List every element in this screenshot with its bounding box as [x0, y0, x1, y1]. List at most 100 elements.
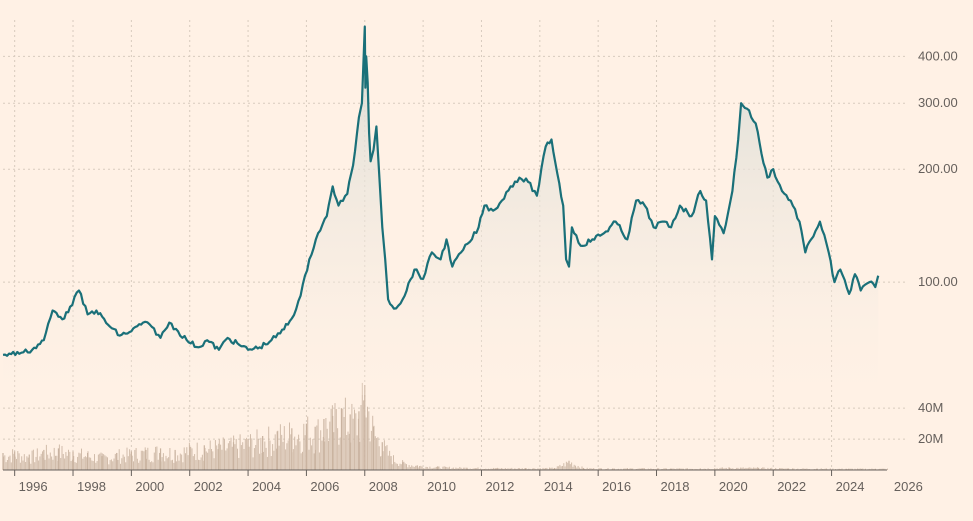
price-tick-label: 400.00	[918, 48, 958, 63]
volume-bar	[56, 456, 57, 470]
volume-bar	[140, 461, 141, 470]
volume-bar	[444, 466, 445, 470]
volume-bar	[102, 453, 103, 470]
volume-bar	[388, 456, 389, 470]
volume-bar	[189, 443, 190, 470]
volume-bar	[574, 465, 575, 470]
volume-bar	[223, 437, 224, 470]
volume-bar	[283, 442, 284, 470]
volume-bar	[30, 464, 31, 470]
volume-bar	[311, 445, 312, 470]
volume-bar	[76, 463, 77, 470]
volume-bar	[112, 461, 113, 470]
volume-bar	[233, 436, 234, 470]
volume-bar	[159, 453, 160, 470]
volume-bar	[160, 461, 161, 470]
volume-bar	[69, 452, 70, 470]
volume-bar	[171, 460, 172, 470]
volume-bar	[155, 447, 156, 470]
volume-bar	[67, 456, 68, 470]
volume-bar	[270, 441, 271, 470]
volume-bar	[103, 454, 104, 470]
volume-bar	[271, 456, 272, 470]
volume-bar	[208, 449, 209, 470]
volume-bar	[39, 456, 40, 470]
volume-bar	[156, 446, 157, 470]
volume-bar	[52, 460, 53, 470]
volume-bar	[145, 447, 146, 470]
price-tick-label: 200.00	[918, 161, 958, 176]
volume-bar	[400, 464, 401, 470]
volume-bar	[887, 469, 888, 470]
volume-bar	[250, 434, 251, 470]
volume-bar	[264, 442, 265, 470]
volume-bar	[38, 460, 39, 470]
volume-bar	[368, 411, 369, 470]
volume-bar	[150, 462, 151, 470]
volume-bar	[111, 459, 112, 470]
volume-bar	[375, 436, 376, 470]
volume-bar	[380, 456, 381, 470]
volume-bar	[110, 460, 111, 470]
price-tick-label: 300.00	[918, 95, 958, 110]
volume-bar	[192, 448, 193, 470]
volume-bar	[211, 449, 212, 470]
x-tick-label: 2024	[836, 479, 865, 494]
volume-bars	[2, 383, 888, 470]
volume-bar	[84, 457, 85, 470]
volume-bar	[33, 450, 34, 470]
volume-bar	[143, 451, 144, 470]
volume-bar	[351, 404, 352, 470]
x-tick-label: 1996	[19, 479, 48, 494]
volume-bar	[349, 434, 350, 470]
volume-bar	[390, 459, 391, 470]
volume-bar	[411, 465, 412, 470]
volume-bar	[141, 451, 142, 470]
volume-bar	[329, 422, 330, 470]
volume-bar	[3, 457, 4, 470]
volume-bar	[224, 439, 225, 470]
volume-bar	[166, 456, 167, 470]
x-tick-label: 2006	[310, 479, 339, 494]
volume-bar	[88, 451, 89, 470]
volume-bar	[182, 462, 183, 470]
volume-bar	[72, 460, 73, 470]
volume-bar	[89, 457, 90, 470]
volume-bar	[127, 448, 128, 470]
volume-bar	[86, 457, 87, 470]
volume-bar	[563, 463, 564, 470]
x-tick-label: 2016	[602, 479, 631, 494]
volume-bar	[383, 451, 384, 470]
volume-bar	[151, 461, 152, 470]
volume-bar	[71, 461, 72, 470]
volume-bar	[236, 439, 237, 470]
volume-bar	[241, 445, 242, 470]
volume-bar	[169, 448, 170, 470]
volume-bar	[322, 441, 323, 470]
volume-bar	[225, 450, 226, 470]
volume-bar	[25, 462, 26, 470]
volume-bar	[185, 453, 186, 470]
volume-bar	[327, 429, 328, 470]
volume-bar	[298, 435, 299, 470]
volume-bar	[101, 453, 102, 470]
volume-bar	[90, 458, 91, 470]
volume-bar	[570, 464, 571, 470]
volume-bar	[228, 443, 229, 470]
volume-bar	[257, 429, 258, 470]
x-tick-label: 2004	[252, 479, 281, 494]
volume-bar	[181, 455, 182, 470]
volume-bar	[415, 466, 416, 470]
volume-bar	[289, 423, 290, 470]
volume-bar	[99, 454, 100, 470]
volume-bar	[16, 459, 17, 470]
volume-bar	[107, 457, 108, 470]
volume-bar	[335, 403, 336, 470]
volume-bar	[49, 458, 50, 470]
volume-bar	[345, 398, 346, 470]
volume-bar	[220, 445, 221, 470]
volume-bar	[303, 424, 304, 470]
volume-bar	[130, 454, 131, 470]
volume-bar	[232, 447, 233, 470]
volume-bar	[325, 418, 326, 470]
